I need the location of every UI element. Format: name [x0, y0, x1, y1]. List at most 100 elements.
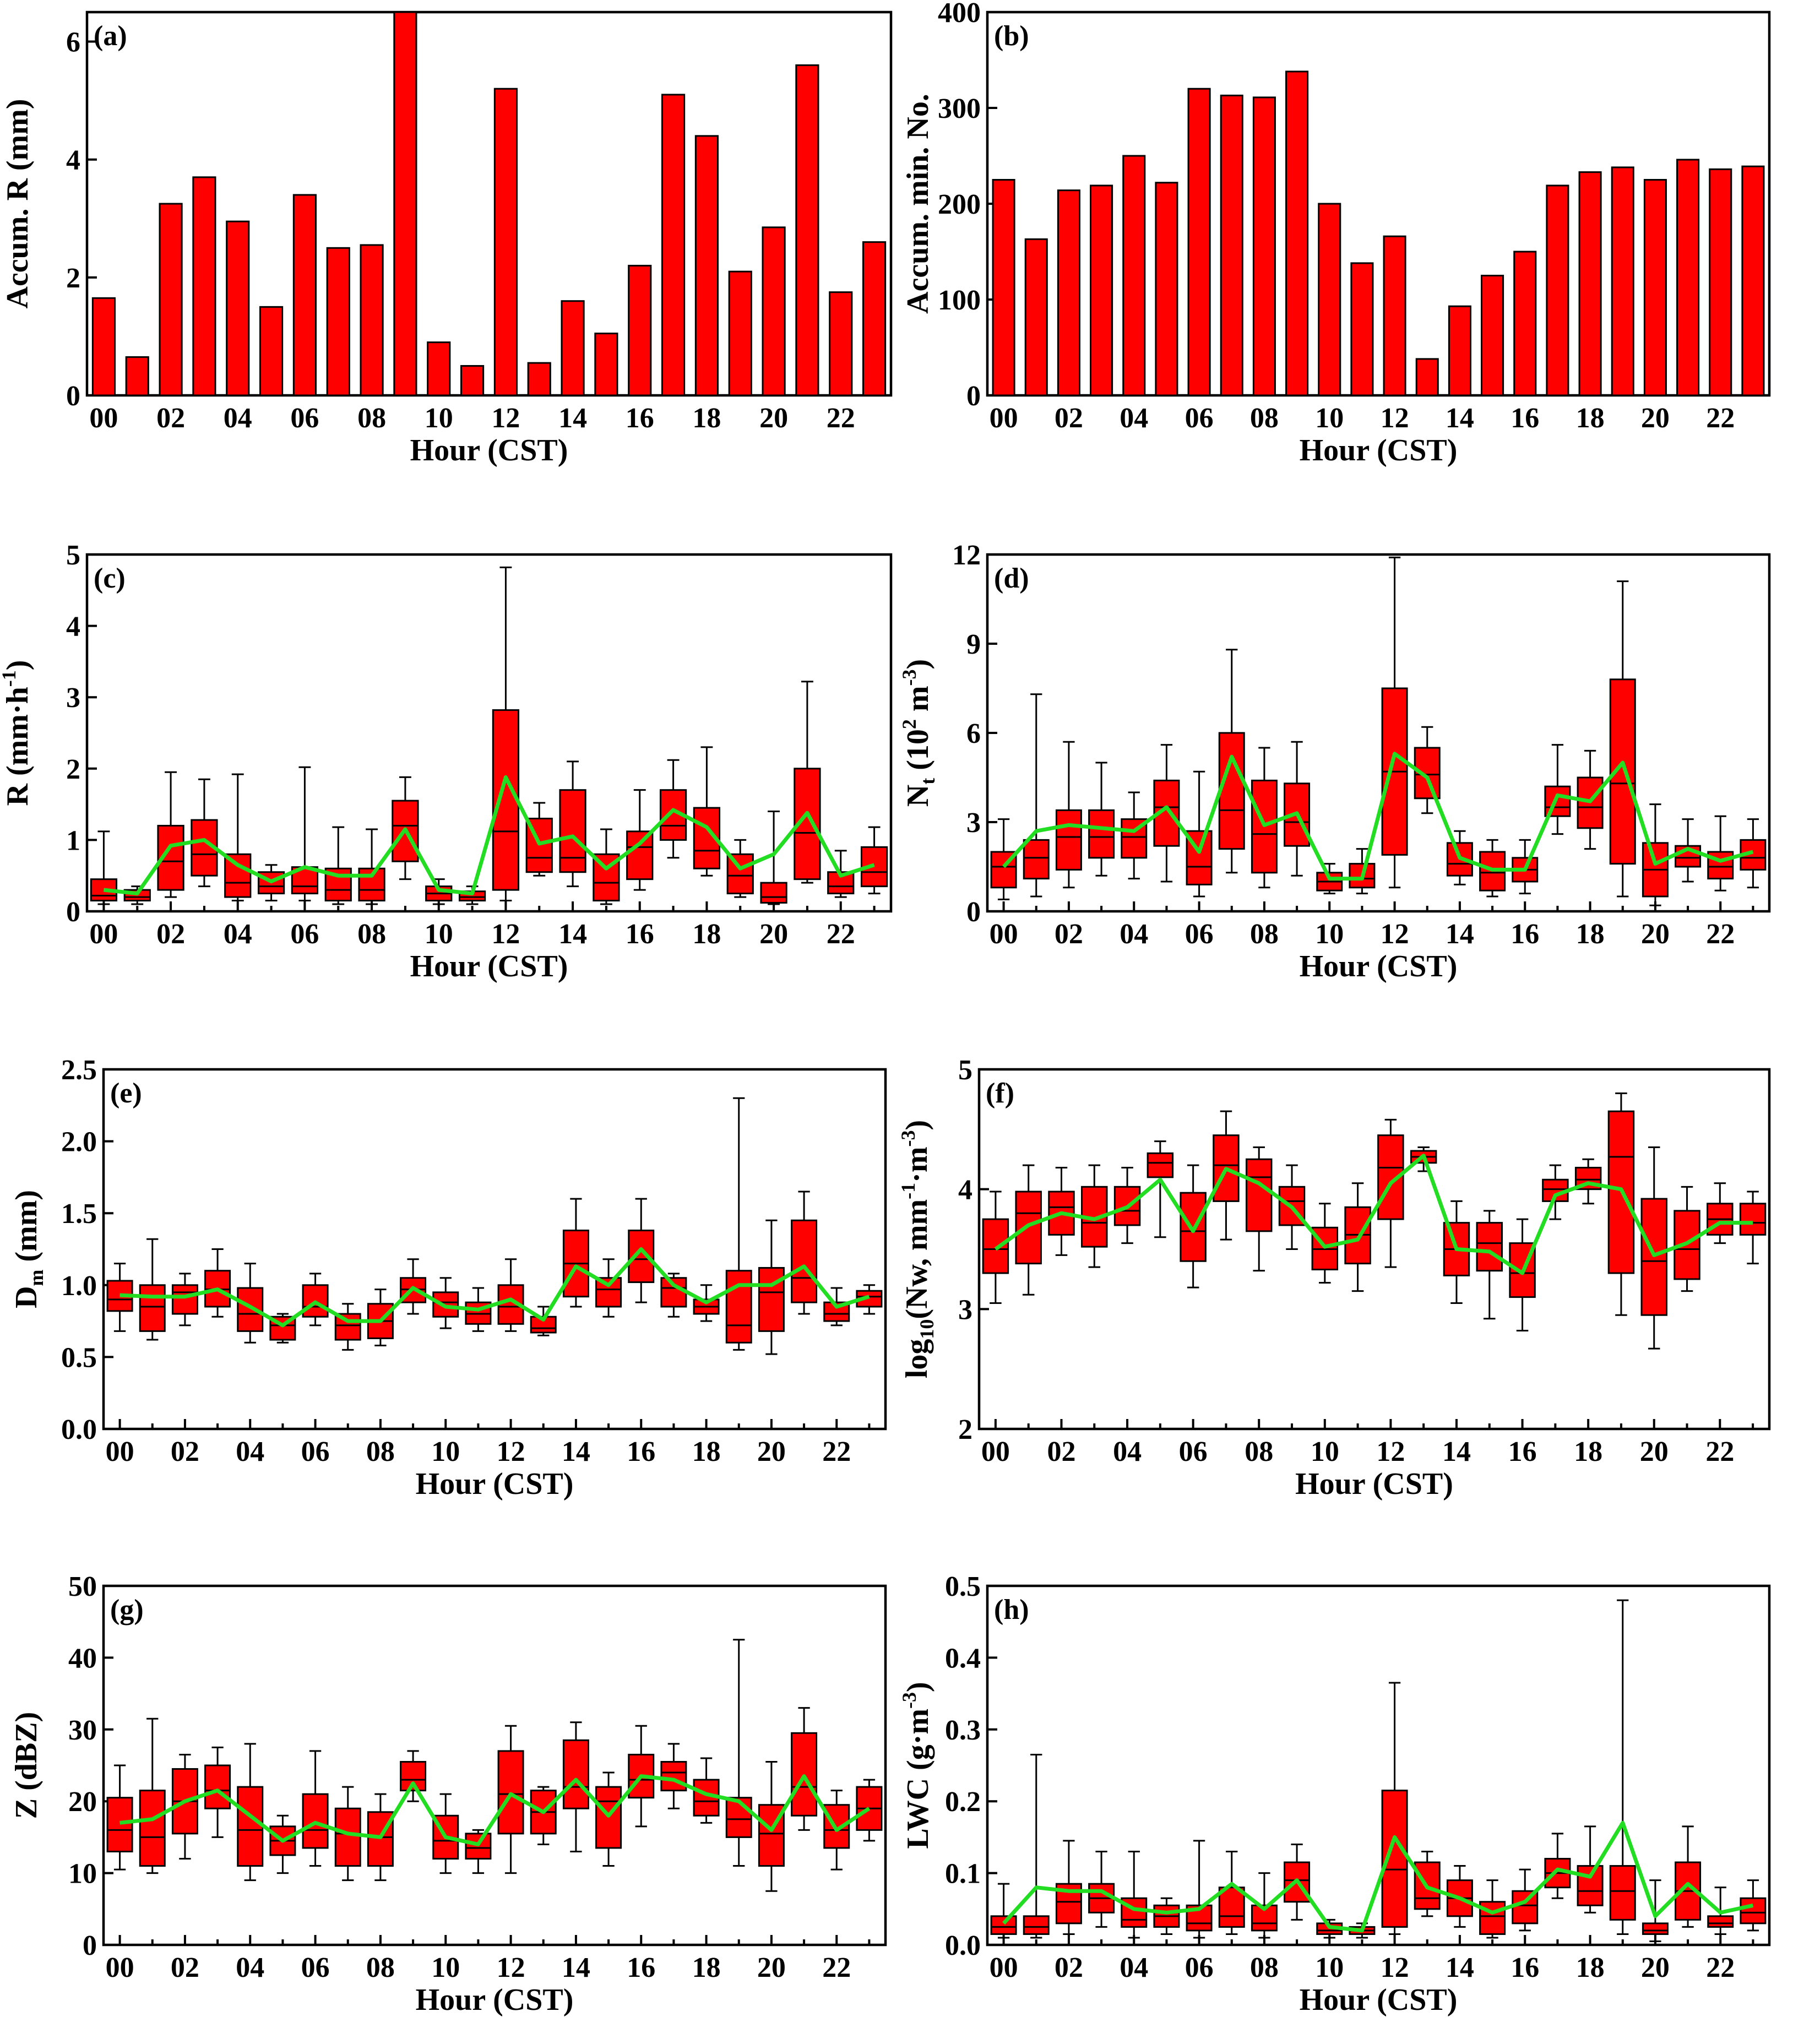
box-hour-23	[860, 826, 888, 895]
x-tick-label: 20	[759, 403, 788, 434]
x-tick-label: 14	[558, 403, 587, 434]
box-hour-22	[1707, 1182, 1734, 1244]
box-hour-7	[1218, 1850, 1245, 1935]
bar	[1578, 171, 1602, 396]
x-tick-label: 04	[1120, 918, 1148, 950]
box-hour-3	[204, 1248, 231, 1318]
x-tick-label: 20	[759, 918, 788, 950]
y-axis-label: R (mm·h-1)	[0, 660, 35, 806]
x-tick-label: 16	[626, 403, 654, 434]
x-tick-label: 08	[1250, 918, 1279, 950]
box-hour-1	[1015, 1164, 1042, 1296]
x-tick-label: 20	[757, 1436, 786, 1467]
x-tick-label: 02	[1055, 918, 1083, 950]
x-tick-label: 08	[357, 403, 386, 434]
bar	[91, 297, 116, 396]
iqr-box	[106, 1797, 133, 1852]
x-tick-label: 10	[1311, 1436, 1339, 1467]
x-tick-label: 20	[1641, 403, 1670, 434]
bar	[1318, 203, 1341, 396]
panel-b: 0 100 200 300 400 00 02 04 06 08 10 12 14 16 18 20 22 Hou…	[901, 0, 1771, 467]
x-tick-label: 16	[1511, 918, 1539, 950]
box-hour-3	[1088, 762, 1115, 877]
bar	[594, 333, 618, 396]
box-hour-2	[157, 771, 184, 898]
y-tick-label: 3	[66, 682, 80, 714]
x-tick-label: 12	[497, 1952, 525, 1983]
x-tick-label: 02	[1047, 1436, 1075, 1467]
iqr-box	[492, 709, 520, 891]
box-hour-19	[725, 1639, 752, 1867]
x-tick-label: 22	[822, 1436, 851, 1467]
panel-label: (g)	[110, 1594, 144, 1626]
x-axis-label: Hour (CST)	[1300, 433, 1458, 467]
y-tick-label: 5	[66, 540, 80, 571]
bar	[1383, 235, 1406, 396]
x-tick-label: 12	[491, 918, 520, 950]
box-hour-5	[269, 1814, 296, 1874]
iqr-box	[791, 1219, 818, 1303]
y-tick-label: 2.0	[61, 1127, 97, 1158]
iqr-box	[559, 789, 586, 873]
box-hour-6	[1180, 1164, 1207, 1289]
bar	[1741, 165, 1765, 396]
box-hour-19	[725, 1097, 752, 1351]
bar	[1709, 168, 1732, 396]
x-tick-label: 04	[224, 918, 252, 950]
bar	[1481, 275, 1504, 396]
box-hour-11	[465, 1287, 492, 1332]
bar	[1643, 179, 1667, 396]
x-tick-label: 10	[431, 1436, 460, 1467]
iqr-box	[562, 1739, 589, 1809]
y-axis-label-part: (Nw, mm	[900, 1199, 934, 1319]
box-hour-6	[302, 1273, 329, 1327]
box-hour-3	[191, 778, 218, 888]
y-tick-label: 0	[66, 896, 80, 928]
x-tick-label: 00	[990, 403, 1018, 434]
box-hour-12	[1377, 1118, 1404, 1268]
y-tick-label: 0.0	[61, 1414, 97, 1445]
x-tick-label: 20	[757, 1952, 786, 1983]
y-axis-label-part: LWC (g·m	[901, 1709, 935, 1849]
iqr-box	[224, 853, 252, 898]
x-tick-label: 00	[106, 1952, 134, 1983]
x-tick-label: 08	[366, 1952, 395, 1983]
bar	[795, 64, 819, 396]
y-axis-label: Accum. min. No.	[901, 94, 935, 314]
x-axis-label: Hour (CST)	[1300, 949, 1458, 983]
bar	[259, 306, 284, 396]
x-tick-label: 06	[290, 403, 319, 434]
box-hour-8	[367, 1289, 394, 1347]
y-axis-label-part: )	[1, 660, 35, 671]
box-hour-20	[1642, 1879, 1669, 1942]
box-hour-11	[465, 1829, 492, 1874]
bar	[628, 264, 652, 396]
mean-line	[119, 1247, 870, 1328]
x-tick-label: 12	[1381, 918, 1409, 950]
bar	[1155, 182, 1178, 396]
x-tick-label: 00	[106, 1436, 134, 1467]
iqr-box	[725, 1797, 752, 1838]
iqr-box	[1476, 1222, 1503, 1272]
y-axis-label-part: t	[917, 778, 939, 785]
x-tick-label: 16	[1508, 1436, 1537, 1467]
x-tick-label: 08	[1250, 403, 1279, 434]
y-axis-label: Nt (102 m-3)	[898, 659, 939, 807]
bar	[393, 11, 417, 396]
panel-label: (h)	[994, 1594, 1029, 1626]
box-hour-17	[1544, 1833, 1571, 1899]
iqr-box	[1577, 1865, 1604, 1906]
x-tick-label: 00	[89, 403, 118, 434]
y-axis-label-part: m	[901, 686, 935, 719]
x-axis-label: Hour (CST)	[410, 949, 568, 983]
iqr-box	[1544, 785, 1571, 817]
bar	[1513, 251, 1537, 396]
box-hour-9	[1284, 741, 1311, 877]
y-tick-label: 300	[938, 93, 981, 124]
y-tick-label: 0.3	[945, 1715, 981, 1746]
iqr-box	[1640, 1198, 1667, 1316]
y-tick-label: 0	[66, 380, 80, 412]
y-axis-label-part: Z (dBZ)	[9, 1712, 44, 1819]
